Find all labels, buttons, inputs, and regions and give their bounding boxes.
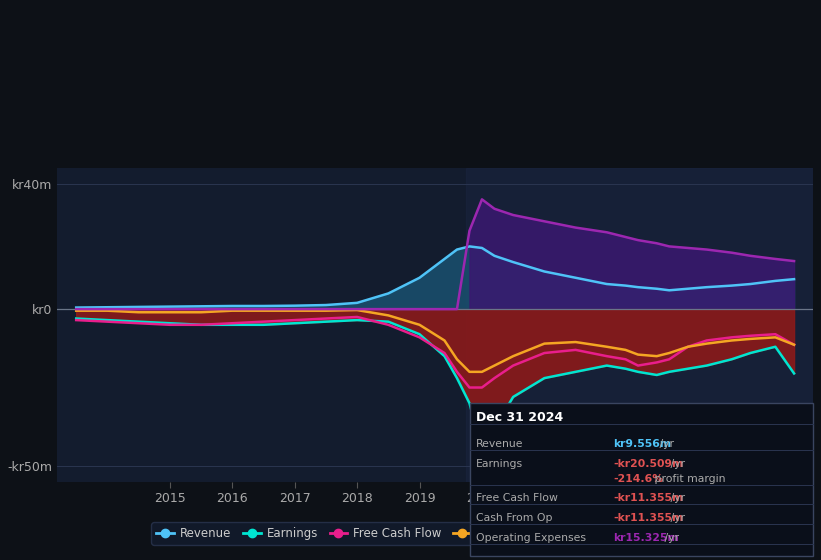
Text: kr9.556m: kr9.556m: [613, 439, 672, 449]
Text: /yr: /yr: [656, 439, 674, 449]
Text: Revenue: Revenue: [476, 439, 524, 449]
Text: -kr11.355m: -kr11.355m: [613, 513, 684, 523]
Text: /yr: /yr: [667, 493, 685, 503]
Bar: [466, 168, 821, 482]
Text: /yr: /yr: [662, 533, 679, 543]
Text: profit margin: profit margin: [650, 474, 725, 484]
Text: -kr11.355m: -kr11.355m: [613, 493, 684, 503]
Text: Cash From Op: Cash From Op: [476, 513, 553, 523]
Text: -kr20.509m: -kr20.509m: [613, 459, 684, 469]
Text: Free Cash Flow: Free Cash Flow: [476, 493, 558, 503]
Text: Earnings: Earnings: [476, 459, 523, 469]
Text: kr15.325m: kr15.325m: [613, 533, 679, 543]
Text: Operating Expenses: Operating Expenses: [476, 533, 586, 543]
Text: -214.6%: -214.6%: [613, 474, 663, 484]
Legend: Revenue, Earnings, Free Cash Flow, Cash From Op, Operating Expenses: Revenue, Earnings, Free Cash Flow, Cash …: [151, 522, 719, 545]
Text: /yr: /yr: [667, 459, 685, 469]
Text: /yr: /yr: [667, 513, 685, 523]
Text: Dec 31 2024: Dec 31 2024: [476, 410, 563, 424]
